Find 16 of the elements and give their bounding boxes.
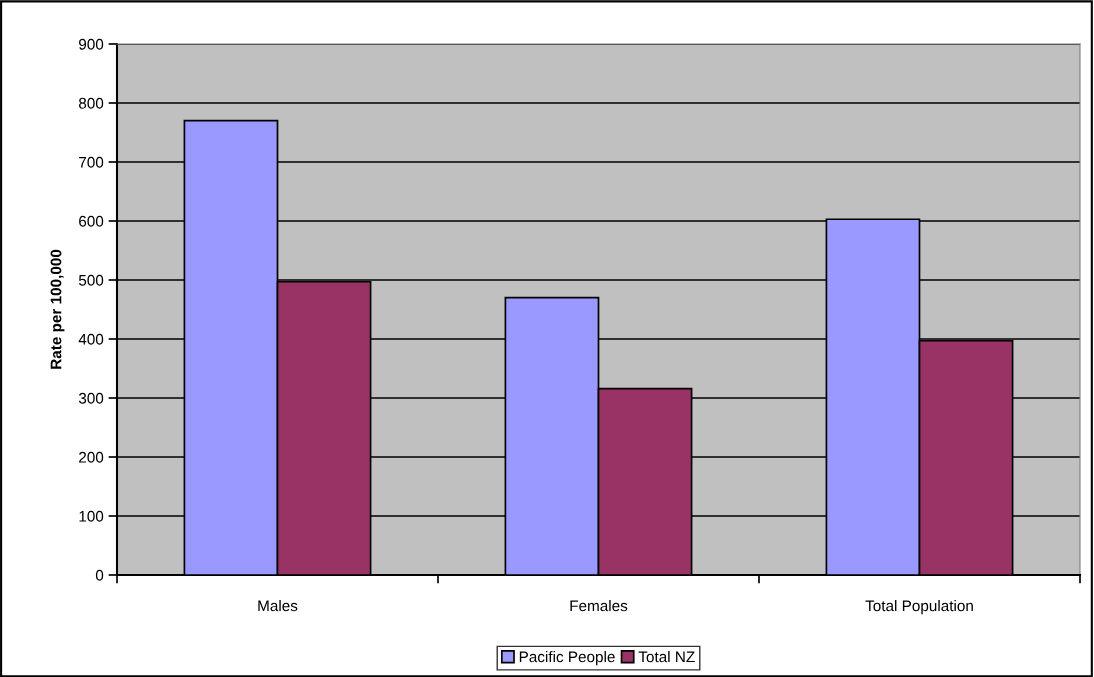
y-tick-label: 600: [79, 215, 104, 227]
y-tick-label: 500: [78, 274, 104, 286]
x-tick-label: Total Population: [865, 600, 973, 615]
y-tick-label: 900: [79, 38, 104, 50]
y-tick-label: 0: [95, 569, 104, 581]
y-tick-label: 800: [78, 97, 104, 109]
x-tick-label: Males: [258, 600, 298, 612]
y-tick-label: 200: [79, 451, 104, 463]
y-tick-label: 700: [79, 156, 104, 168]
x-tick-label: Females: [570, 600, 628, 612]
y-tick-label: 100: [79, 510, 104, 522]
legend-label: Total NZ: [638, 651, 695, 663]
legend-label: Pacific People: [519, 651, 615, 666]
y-tick-label: 400: [78, 333, 104, 345]
y-tick-label: 300: [78, 392, 104, 404]
y-axis-title: Rate per 100,000: [50, 249, 65, 369]
